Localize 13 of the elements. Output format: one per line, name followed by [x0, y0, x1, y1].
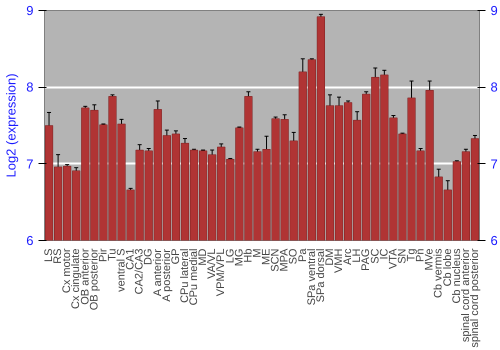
y2-tick-label: 9	[490, 3, 498, 18]
y-tick-label: 8	[26, 80, 34, 95]
x-tick-label: Tg	[406, 248, 418, 262]
x-tick-label: IC	[378, 248, 390, 260]
y2-tick-label: 7	[490, 156, 498, 172]
y-axis-title: Log2 (expression)	[3, 73, 18, 178]
x-tick-label: RS	[52, 248, 64, 264]
x-tick-label: SN	[396, 248, 408, 264]
y2-tick-label: 8	[490, 80, 498, 95]
y-tick-label: 6	[26, 233, 34, 248]
y-tick-label: 9	[26, 3, 34, 18]
y2-tick-label: 6	[490, 233, 498, 248]
y-tick-label: 7	[26, 156, 34, 172]
